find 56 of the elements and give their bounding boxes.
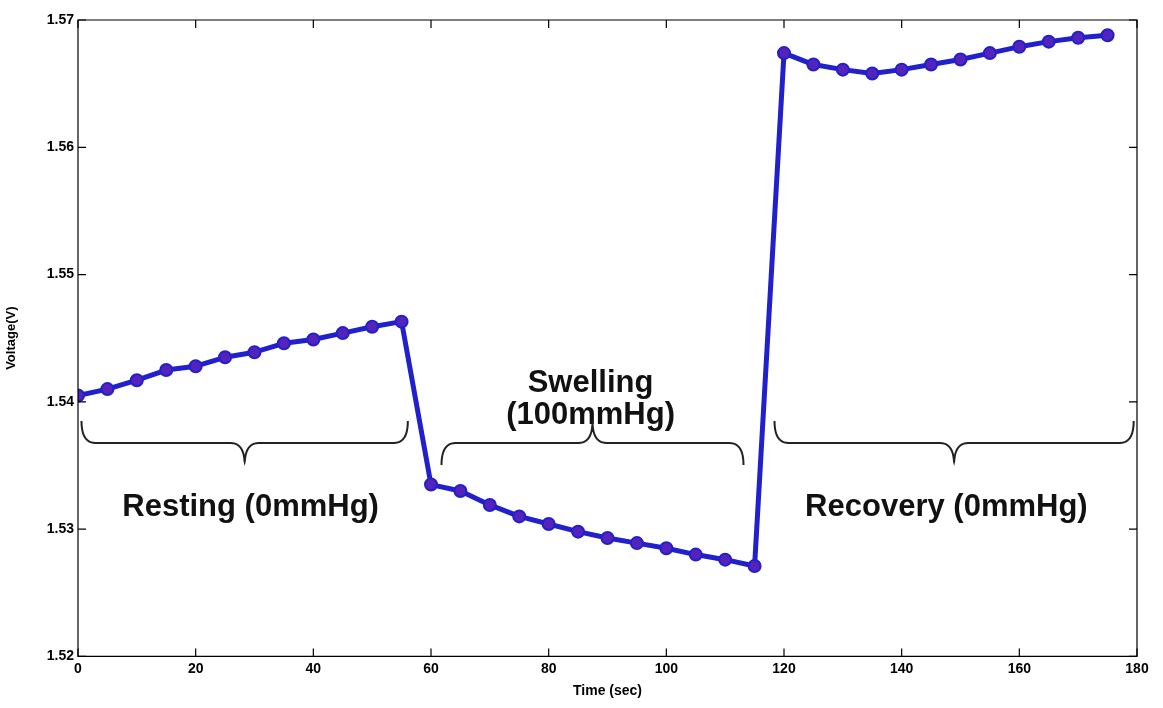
point xyxy=(1041,34,1056,49)
point xyxy=(129,373,144,388)
point xyxy=(629,536,644,551)
x-tick-label: 180 xyxy=(1125,659,1149,676)
point xyxy=(1012,39,1027,54)
point xyxy=(1071,30,1086,45)
point xyxy=(100,382,115,397)
point xyxy=(894,62,909,77)
x-axis-title: Time (sec) xyxy=(573,682,642,699)
y-tick-label: 1.56 xyxy=(46,138,75,155)
x-tick-label: 100 xyxy=(654,659,679,676)
point xyxy=(835,62,850,77)
x-tick-label: 60 xyxy=(423,659,439,676)
point xyxy=(982,46,997,61)
y-tick-label: 1.55 xyxy=(46,265,75,282)
y-tick-label: 1.53 xyxy=(46,519,75,536)
annotation: Swelling (100mmHg) xyxy=(506,364,675,432)
point xyxy=(600,531,615,546)
point xyxy=(659,541,674,556)
x-tick-label: 40 xyxy=(305,659,322,676)
annotation: Resting (0mmHg) xyxy=(122,488,379,524)
x-tick-label: 80 xyxy=(540,659,557,676)
point xyxy=(688,547,703,562)
y-axis-title: Voltage(V) xyxy=(3,306,19,370)
annotation: Recovery (0mmHg) xyxy=(805,488,1088,524)
point xyxy=(365,319,380,334)
point xyxy=(247,345,262,360)
point xyxy=(777,46,791,61)
point xyxy=(747,559,762,574)
point xyxy=(218,350,233,365)
point xyxy=(159,363,174,378)
point xyxy=(806,57,821,72)
point xyxy=(512,509,527,524)
point xyxy=(188,359,203,374)
point xyxy=(924,57,939,72)
x-tick-label: 20 xyxy=(187,659,204,676)
point xyxy=(541,517,556,532)
y-tick-label: 1.57 xyxy=(46,10,75,27)
x-tick-label: 140 xyxy=(889,659,914,676)
point xyxy=(424,477,438,492)
point xyxy=(953,52,968,67)
point xyxy=(453,483,468,498)
point xyxy=(276,336,291,351)
x-tick-label: 120 xyxy=(772,659,796,676)
point xyxy=(865,66,880,81)
point xyxy=(335,326,350,341)
point xyxy=(718,552,733,567)
x-tick-label: 160 xyxy=(1007,659,1032,676)
x-tick-label: 0 xyxy=(74,659,83,676)
point xyxy=(306,332,321,347)
y-tick-label: 1.54 xyxy=(46,392,75,409)
point xyxy=(1100,28,1115,43)
point xyxy=(394,314,409,329)
point xyxy=(571,524,586,539)
y-tick-label: 1.52 xyxy=(46,647,75,664)
point xyxy=(482,497,497,512)
